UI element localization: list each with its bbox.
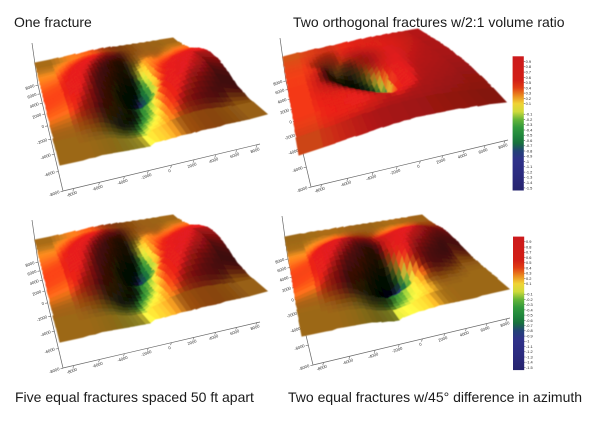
svg-text:0.7: 0.7 (526, 70, 531, 75)
svg-text:-1.5: -1.5 (526, 185, 533, 190)
svg-text:-1.1: -1.1 (526, 344, 533, 349)
svg-text:0.6: 0.6 (526, 255, 531, 260)
svg-text:-1.5: -1.5 (526, 365, 533, 370)
svg-text:-1.4: -1.4 (526, 180, 534, 185)
svg-text:0.9: 0.9 (526, 239, 531, 244)
svg-text:-0.9: -0.9 (526, 154, 533, 159)
svg-text:-0.2: -0.2 (526, 297, 533, 302)
svg-text:0.1: 0.1 (526, 281, 531, 286)
svg-text:-1.3: -1.3 (526, 175, 533, 180)
svg-text:-0.5: -0.5 (526, 133, 533, 138)
svg-text:-0.6: -0.6 (526, 138, 533, 143)
svg-text:-0.1: -0.1 (526, 112, 533, 117)
svg-text:-0.3: -0.3 (526, 122, 533, 127)
svg-text:-0.8: -0.8 (526, 328, 533, 333)
svg-text:0.8: 0.8 (526, 64, 531, 69)
svg-text:-1.4: -1.4 (526, 360, 534, 365)
svg-text:0.2: 0.2 (526, 96, 531, 101)
svg-text:0.3: 0.3 (526, 271, 531, 276)
svg-text:-0.5: -0.5 (526, 313, 533, 318)
svg-text:0.3: 0.3 (526, 91, 531, 96)
svg-text:0.1: 0.1 (526, 101, 531, 106)
svg-text:0.5: 0.5 (526, 80, 531, 85)
svg-text:-0.8: -0.8 (526, 148, 533, 153)
svg-text:-1.1: -1.1 (526, 164, 533, 169)
